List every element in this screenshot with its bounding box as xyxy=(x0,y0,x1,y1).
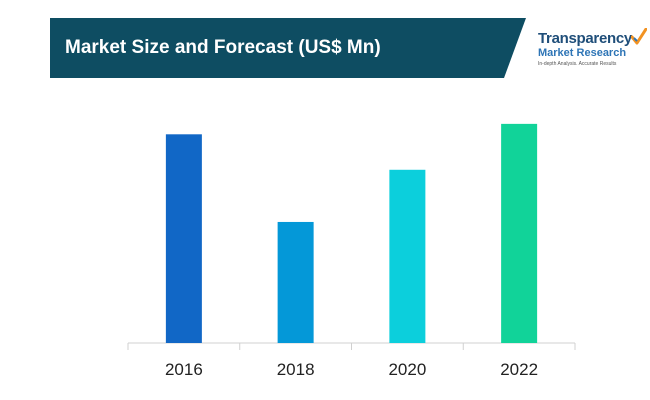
logo-line1: Transparency xyxy=(538,30,632,47)
checkmark-icon xyxy=(631,28,647,45)
company-logo: Transparency Market Research In-depth An… xyxy=(538,28,647,80)
bar-2016 xyxy=(165,134,202,343)
chart-title: Market Size and Forecast (US$ Mn) xyxy=(65,37,381,58)
banner-background xyxy=(50,18,526,78)
x-tick-label-2016: 2016 xyxy=(165,360,203,379)
x-tick-label-2020: 2020 xyxy=(388,360,426,379)
title-banner: Market Size and Forecast (US$ Mn) xyxy=(50,18,526,78)
bar-2020 xyxy=(389,169,426,343)
x-tick-label-2018: 2018 xyxy=(277,360,315,379)
logo-tagline: In-depth Analysis. Accurate Results xyxy=(538,61,617,67)
logo-line2: Market Research xyxy=(538,47,627,59)
x-tick-label-2022: 2022 xyxy=(500,360,538,379)
bar-2018 xyxy=(277,221,314,343)
bar-2022 xyxy=(501,123,538,343)
